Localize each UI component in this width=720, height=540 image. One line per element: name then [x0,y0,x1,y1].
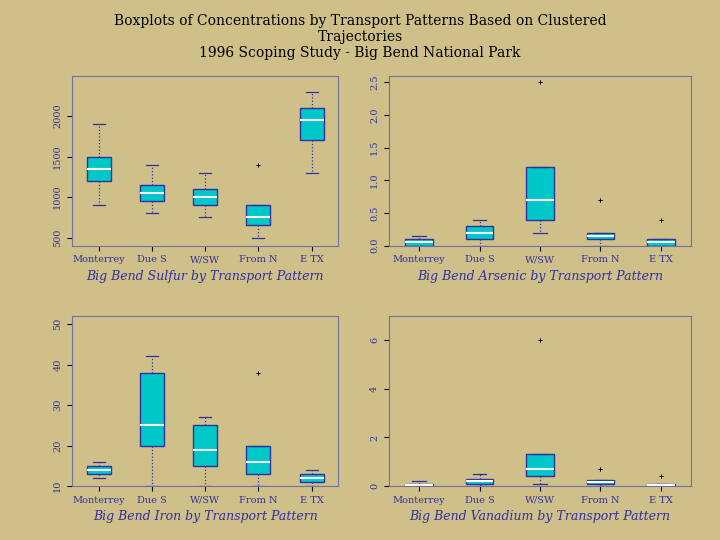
PathPatch shape [246,446,271,474]
PathPatch shape [466,226,493,239]
PathPatch shape [526,167,554,220]
PathPatch shape [405,484,433,486]
PathPatch shape [300,474,324,482]
Text: Big Bend Vanadium by Transport Pattern: Big Bend Vanadium by Transport Pattern [410,510,670,523]
Text: Big Bend Sulfur by Transport Pattern: Big Bend Sulfur by Transport Pattern [86,270,324,283]
PathPatch shape [300,108,324,140]
PathPatch shape [466,478,493,484]
PathPatch shape [647,484,675,486]
PathPatch shape [647,239,675,246]
PathPatch shape [587,233,614,239]
PathPatch shape [193,426,217,465]
Text: Big Bend Arsenic by Transport Pattern: Big Bend Arsenic by Transport Pattern [417,270,663,283]
Text: Boxplots of Concentrations by Transport Patterns Based on Clustered: Boxplots of Concentrations by Transport … [114,14,606,28]
PathPatch shape [140,185,164,201]
PathPatch shape [246,205,271,226]
Text: Trajectories: Trajectories [318,30,402,44]
PathPatch shape [587,480,614,484]
PathPatch shape [193,189,217,205]
PathPatch shape [526,455,554,476]
Text: Big Bend Iron by Transport Pattern: Big Bend Iron by Transport Pattern [93,510,318,523]
Text: 1996 Scoping Study - Big Bend National Park: 1996 Scoping Study - Big Bend National P… [199,46,521,60]
PathPatch shape [86,157,111,181]
PathPatch shape [86,465,111,474]
PathPatch shape [140,373,164,446]
PathPatch shape [405,239,433,246]
